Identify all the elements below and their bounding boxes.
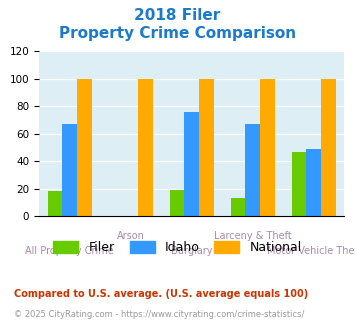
Text: Larceny & Theft: Larceny & Theft	[214, 231, 292, 241]
Bar	[62, 124, 77, 216]
Legend: Filer, Idaho, National: Filer, Idaho, National	[48, 236, 307, 259]
Bar	[77, 79, 92, 216]
Bar	[231, 198, 245, 216]
Bar	[245, 124, 260, 216]
Bar	[321, 79, 336, 216]
Text: © 2025 CityRating.com - https://www.cityrating.com/crime-statistics/: © 2025 CityRating.com - https://www.city…	[14, 310, 305, 318]
Text: All Property Crime: All Property Crime	[25, 246, 114, 256]
Bar	[138, 79, 153, 216]
Bar	[48, 191, 62, 216]
Bar	[306, 149, 321, 216]
Bar	[260, 79, 275, 216]
Text: 2018 Filer: 2018 Filer	[135, 8, 220, 23]
Bar	[170, 190, 184, 216]
Text: Motor Vehicle Theft: Motor Vehicle Theft	[267, 246, 355, 256]
Text: Compared to U.S. average. (U.S. average equals 100): Compared to U.S. average. (U.S. average …	[14, 289, 308, 299]
Text: Property Crime Comparison: Property Crime Comparison	[59, 26, 296, 41]
Text: Arson: Arson	[117, 231, 144, 241]
Text: Burglary: Burglary	[171, 246, 212, 256]
Bar	[292, 151, 306, 216]
Bar	[184, 112, 199, 216]
Bar	[199, 79, 214, 216]
